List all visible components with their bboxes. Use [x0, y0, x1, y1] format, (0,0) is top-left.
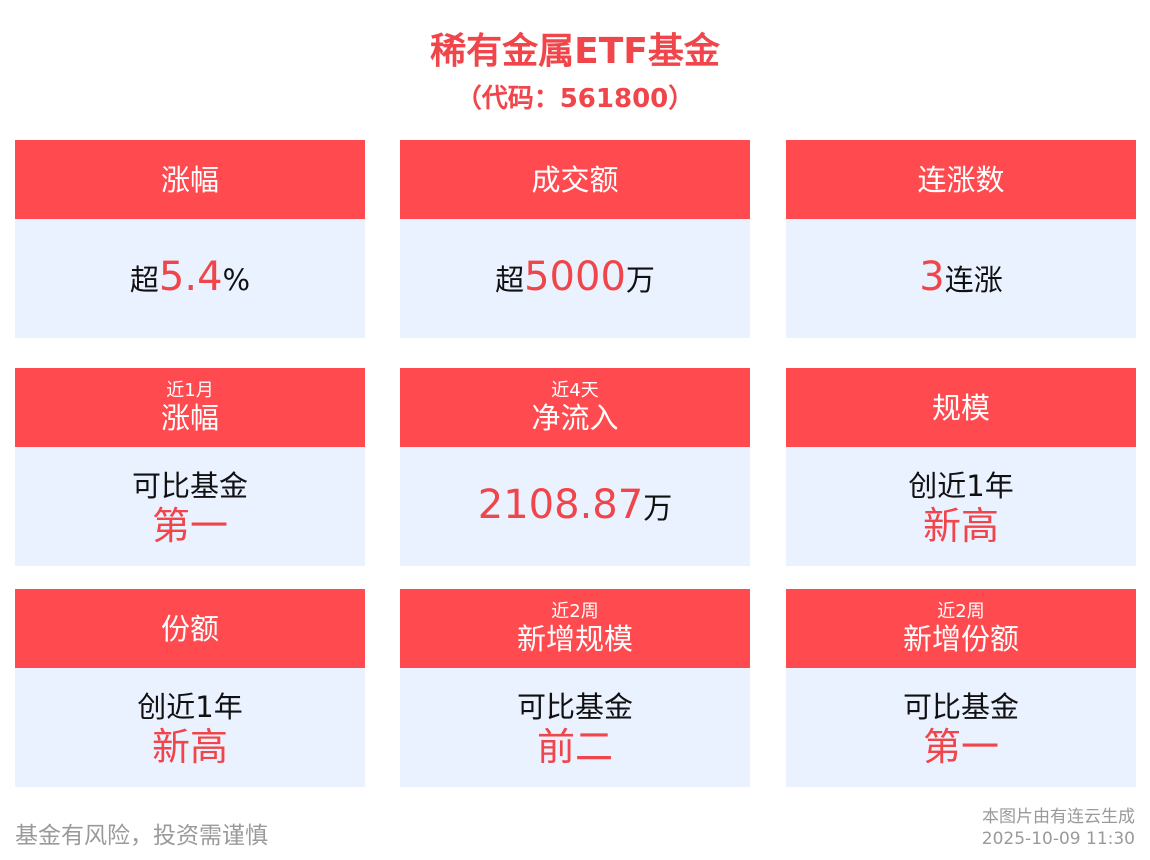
stat-card-body: 创近1年 新高 — [15, 668, 365, 787]
stat-value-line: 3连涨 — [919, 257, 1003, 299]
stat-card-header: 近2周 新增规模 — [400, 589, 750, 668]
stat-value-text: 创近1年 — [137, 689, 243, 724]
stat-highlight-value: 2108.87 — [477, 482, 644, 528]
stat-highlight-value: 新高 — [151, 724, 228, 769]
stat-value-line: 可比基金 — [903, 688, 1019, 726]
stat-highlight-value: 第一 — [151, 503, 228, 548]
stat-card-header: 份额 — [15, 589, 365, 668]
stat-card: 份额创近1年 新高 — [15, 589, 365, 787]
stat-card-title: 成交额 — [531, 162, 619, 197]
stat-value-line: 可比基金 — [132, 467, 248, 505]
stat-value-line: 创近1年 — [908, 467, 1013, 505]
stat-card-period: 近1月 — [166, 379, 214, 401]
stat-card-title: 新增规模 — [516, 621, 633, 656]
stat-card: 近1月 涨幅 可比基金 第一 — [15, 368, 365, 566]
stat-highlight-value: 新高 — [922, 503, 999, 548]
stat-card-header: 连涨数 — [786, 140, 1136, 219]
stat-card: 连涨数 3连涨 — [786, 140, 1136, 338]
stat-card-title: 新增份额 — [902, 621, 1019, 656]
stat-card-title: 涨幅 — [160, 162, 219, 197]
stat-card: 规模创近1年 新高 — [786, 368, 1136, 566]
stat-card: 近4天 净流入 2108.87万 — [400, 368, 750, 566]
stat-value-line: 第一 — [923, 726, 999, 768]
stat-value-line: 新高 — [152, 726, 228, 768]
stat-value-text: 创近1年 — [908, 468, 1014, 503]
stat-value-line: 创近1年 — [137, 688, 242, 726]
stat-highlight-value: 3 — [919, 254, 945, 300]
stat-value-line: 第一 — [152, 505, 228, 547]
stat-value-text: % — [222, 263, 251, 297]
stat-value-text: 可比基金 — [131, 468, 248, 503]
stat-value-text: 连涨 — [944, 263, 1003, 297]
footer-credit: 本图片由有连云生成 2025-10-09 11:30 — [982, 806, 1135, 850]
stat-card-header: 规模 — [786, 368, 1136, 447]
stat-card-header: 涨幅 — [15, 140, 365, 219]
stat-card-title: 净流入 — [531, 400, 619, 435]
stat-card-body: 创近1年 新高 — [786, 447, 1136, 566]
stat-value-text: 万 — [625, 263, 655, 297]
stat-value-line: 可比基金 — [517, 688, 633, 726]
stat-highlight-value: 5000 — [524, 254, 626, 300]
stat-card-body: 可比基金 前二 — [400, 668, 750, 787]
risk-disclaimer: 基金有风险，投资需谨慎 — [15, 823, 268, 849]
stat-value-text: 可比基金 — [516, 689, 633, 724]
stat-card-period: 近2周 — [937, 600, 985, 622]
stat-value-text: 超 — [495, 263, 525, 297]
stat-card-body: 2108.87万 — [400, 447, 750, 566]
stat-card-body: 可比基金 第一 — [15, 447, 365, 566]
stat-card: 成交额超5000万 — [400, 140, 750, 338]
stat-highlight-value: 第一 — [922, 724, 999, 769]
stat-card-body: 3连涨 — [786, 219, 1136, 338]
stat-card-title: 份额 — [160, 611, 219, 646]
stat-card-title: 规模 — [931, 390, 990, 425]
page-title: 稀有金属ETF基金 — [430, 31, 720, 72]
stat-card-header: 近1月 涨幅 — [15, 368, 365, 447]
stat-value-line: 超5.4% — [129, 257, 251, 299]
fund-code: （代码：561800） — [455, 84, 695, 114]
stat-value-line: 前二 — [537, 726, 613, 768]
stat-highlight-value: 5.4 — [158, 254, 223, 300]
stat-value-text: 超 — [129, 263, 159, 297]
stat-value-line: 新高 — [923, 505, 999, 547]
stat-card: 近2周 新增份额 可比基金 第一 — [786, 589, 1136, 787]
stat-card-header: 成交额 — [400, 140, 750, 219]
stat-card-period: 近4天 — [551, 379, 599, 401]
stat-value-text: 可比基金 — [902, 689, 1019, 724]
stat-card-body: 可比基金 第一 — [786, 668, 1136, 787]
timestamp: 2025-10-09 11:30 — [981, 829, 1135, 849]
stat-card-body: 超5.4% — [15, 219, 365, 338]
stat-highlight-value: 前二 — [536, 724, 613, 769]
stat-card: 近2周 新增规模 可比基金 前二 — [400, 589, 750, 787]
stat-card-title: 涨幅 — [160, 400, 219, 435]
stat-value-text: 万 — [643, 491, 673, 525]
stat-card-title: 连涨数 — [917, 162, 1005, 197]
stat-value-line: 超5000万 — [495, 257, 655, 299]
stat-card-period: 近2周 — [551, 600, 599, 622]
source-text: 本图片由有连云生成 — [982, 807, 1135, 827]
stat-value-line: 2108.87万 — [478, 485, 673, 527]
stat-card-body: 超5000万 — [400, 219, 750, 338]
stat-card-header: 近4天 净流入 — [400, 368, 750, 447]
stat-card: 涨幅超5.4% — [15, 140, 365, 338]
stat-card-header: 近2周 新增份额 — [786, 589, 1136, 668]
